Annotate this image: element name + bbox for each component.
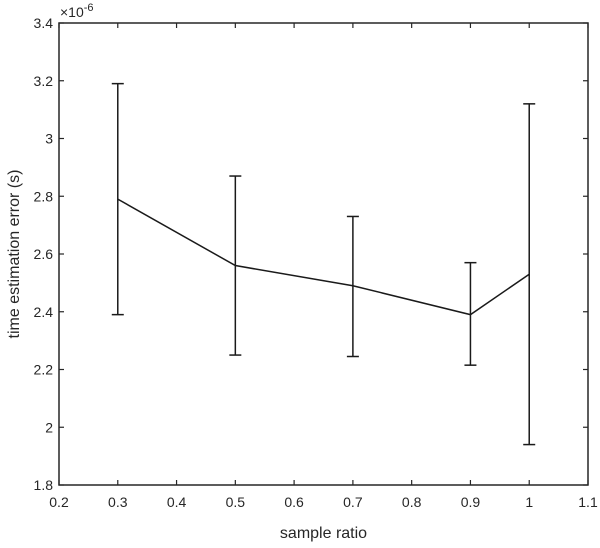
x-tick-label: 0.9	[461, 494, 481, 510]
x-tick-label: 0.2	[49, 494, 69, 510]
y-tick-label: 1.8	[34, 477, 54, 493]
x-tick-label: 1	[525, 494, 533, 510]
error-bar	[229, 175, 242, 356]
y-tick-label: 2	[45, 419, 53, 435]
y-exponent-label: ×10-6	[60, 2, 94, 20]
y-tick-label: 3.2	[34, 73, 54, 89]
y-tick-label: 2.8	[34, 188, 54, 204]
x-tick-label: 0.8	[402, 494, 422, 510]
y-tick-label: 3.4	[34, 15, 54, 31]
error-bar	[111, 82, 124, 316]
axes-box	[58, 22, 589, 486]
error-bar	[464, 261, 477, 366]
x-tick-label: 0.6	[284, 494, 304, 510]
y-axis-label: time estimation error (s)	[6, 170, 23, 339]
y-axis-ticks: 1.8 2 2.2 2.4 2.6 2.8 3 3.2 3.4	[34, 15, 588, 493]
x-tick-label: 0.7	[343, 494, 363, 510]
x-tick-label: 1.1	[578, 494, 598, 510]
data-series	[111, 82, 536, 446]
error-bar	[346, 215, 359, 358]
y-tick-label: 2.6	[34, 246, 54, 262]
x-tick-label: 0.5	[226, 494, 246, 510]
y-tick-label: 2.2	[34, 362, 54, 378]
y-tick-label: 3	[45, 131, 53, 147]
y-tick-label: 2.4	[34, 304, 54, 320]
error-bar	[523, 103, 536, 446]
x-tick-label: 0.4	[167, 494, 187, 510]
x-tick-label: 0.3	[108, 494, 128, 510]
x-axis-label: sample ratio	[280, 525, 367, 542]
x-axis-ticks: 0.2 0.3 0.4 0.5 0.6 0.7 0.8 0.9 1 1.1	[49, 23, 598, 510]
